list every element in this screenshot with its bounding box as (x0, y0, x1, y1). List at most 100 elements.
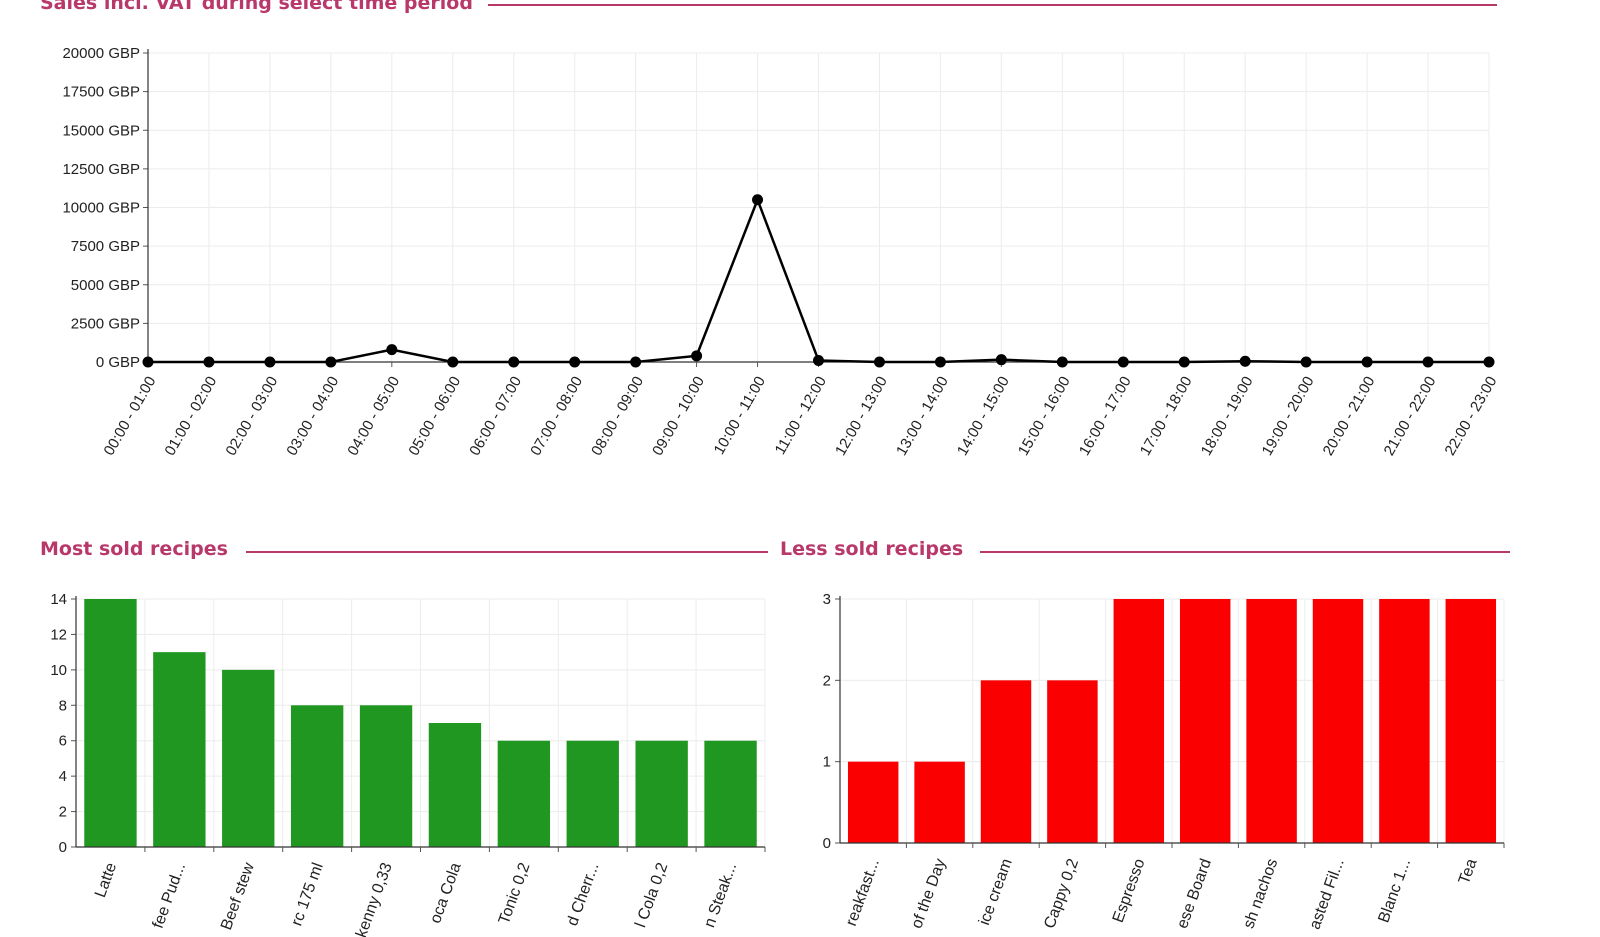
sales-data-point (1300, 356, 1312, 368)
y-tick-label: 3 (823, 591, 831, 608)
y-tick-label: 14 (50, 591, 67, 608)
less-sold-bar (1179, 599, 1231, 843)
sales-data-point (386, 344, 398, 356)
sales-data-point (1361, 356, 1373, 368)
x-tick-label: 02:00 - 03:00 (222, 374, 281, 459)
x-tick-label: l Cola 0,2 (632, 860, 671, 929)
y-tick-label: 6 (59, 733, 67, 750)
less-sold-bar (1312, 599, 1364, 843)
x-tick-label: Latte (92, 860, 120, 899)
x-tick-label: ese Board (1174, 857, 1215, 931)
less-sold-bar (914, 761, 965, 843)
x-tick-label: 22:00 - 23:00 (1442, 374, 1501, 459)
most-sold-bar (359, 705, 413, 847)
x-tick-label: 11:00 - 12:00 (772, 374, 830, 458)
y-tick-label: 0 (59, 839, 67, 856)
x-tick-label: asted Fil... (1307, 857, 1348, 932)
sales-data-point (203, 356, 215, 368)
x-tick-label: Tonic 0,2 (496, 860, 534, 926)
sales-data-point (873, 356, 885, 368)
sales-data-point (1483, 356, 1495, 368)
sales-data-point (934, 356, 946, 368)
x-tick-label: d Cherr... (564, 861, 602, 929)
x-tick-label: 01:00 - 02:00 (161, 374, 220, 459)
most-sold-bar (566, 740, 619, 847)
x-tick-label: reakfast... (843, 857, 883, 929)
less-sold-bar (1445, 599, 1497, 843)
x-tick-label: 20:00 - 21:00 (1320, 374, 1379, 459)
x-tick-label: 10:00 - 11:00 (711, 374, 769, 458)
less-sold-bar (1246, 599, 1297, 843)
sales-data-point (447, 356, 459, 368)
most-sold-bar (635, 740, 688, 847)
sales-data-point (142, 356, 154, 368)
sales-data-point (508, 356, 520, 368)
x-tick-label: Espresso (1110, 856, 1149, 925)
most-sold-bar (428, 723, 482, 847)
y-tick-label: 12 (50, 626, 67, 643)
x-tick-label: 07:00 - 08:00 (527, 374, 586, 459)
less-sold-bar (980, 680, 1032, 843)
x-tick-label: 05:00 - 06:00 (405, 373, 464, 458)
sales-title-rule (488, 4, 1497, 6)
sales-data-point (1117, 356, 1129, 368)
x-tick-label: rc 175 ml (288, 861, 326, 929)
less-sold-bar (1113, 599, 1165, 843)
sales-data-point (813, 354, 824, 366)
x-tick-label: 13:00 - 14:00 (893, 374, 952, 459)
y-tick-label: 0 GBP (96, 354, 140, 371)
x-tick-label: 16:00 - 17:00 (1076, 374, 1135, 459)
x-tick-label: fee Pud... (150, 861, 189, 931)
sales-data-point (630, 356, 642, 368)
sales-line-chart: 0 GBP 2500 GBP 5000 GBP 7500 GBP 10000 GBP 12… (62, 45, 1500, 459)
x-tick-label: 09:00 - 10:00 (649, 374, 708, 459)
x-tick-label: of the Day (908, 857, 949, 931)
most-sold-bar (222, 669, 275, 847)
x-tick-label: Beef stew (218, 860, 258, 932)
most-sold-bar-chart: 0 2 4 6 8 10 12 14 Latte fee Pud... Beef stew rc 17… (50, 591, 766, 937)
y-tick-label: 5000 GBP (71, 277, 140, 294)
sales-data-point (264, 356, 276, 368)
y-tick-label: 4 (59, 768, 67, 785)
most-sold-bar (497, 740, 551, 847)
less-sold-bar-chart: 0 1 2 3 reakfast... of the Day ice cream Cappy … (823, 591, 1505, 932)
x-tick-label: 15:00 - 16:00 (1015, 374, 1074, 459)
x-tick-label: 00:00 - 01:00 (101, 374, 160, 459)
y-tick-label: 0 (823, 835, 831, 852)
x-tick-label: sh nachos (1240, 857, 1281, 931)
most-sold-title: Most sold recipes (40, 538, 228, 560)
y-tick-label: 2500 GBP (71, 315, 140, 332)
sales-data-point (1422, 356, 1434, 368)
most-sold-bar (704, 740, 757, 847)
x-tick-label: 14:00 - 15:00 (954, 374, 1013, 459)
x-tick-label: 21:00 - 22:00 (1381, 374, 1440, 459)
sales-data-point (569, 356, 581, 368)
less-sold-bar (1379, 599, 1430, 843)
y-tick-label: 8 (59, 697, 67, 714)
sales-chart-title: Sales incl. VAT during select time perio… (40, 0, 473, 14)
y-tick-label: 10000 GBP (62, 200, 140, 217)
x-tick-label: 18:00 - 19:00 (1198, 374, 1257, 459)
y-tick-label: 2 (59, 804, 67, 821)
sales-data-point (752, 194, 764, 206)
sales-data-point (1056, 356, 1068, 368)
y-tick-label: 20000 GBP (62, 45, 140, 62)
x-tick-label: 06:00 - 07:00 (466, 374, 525, 459)
most-sold-bar (153, 652, 206, 847)
x-tick-label: 17:00 - 18:00 (1137, 374, 1196, 459)
y-tick-label: 17500 GBP (62, 84, 140, 101)
sales-data-point (325, 356, 337, 368)
less-sold-title-rule (980, 551, 1510, 553)
less-sold-bar (847, 761, 899, 843)
x-tick-label: 08:00 - 09:00 (588, 374, 647, 459)
x-tick-label: 19:00 - 20:00 (1259, 374, 1318, 459)
x-tick-label: Cappy 0,2 (1041, 856, 1082, 930)
x-tick-label: Blanc 1... (1375, 857, 1414, 925)
sales-data-point (995, 354, 1007, 366)
sales-data-point (1178, 356, 1190, 368)
x-tick-label: 04:00 - 05:00 (344, 374, 403, 459)
most-sold-title-rule (246, 551, 768, 553)
x-tick-label: 03:00 - 04:00 (283, 374, 342, 459)
x-tick-label: kenny 0,33 (353, 860, 396, 937)
